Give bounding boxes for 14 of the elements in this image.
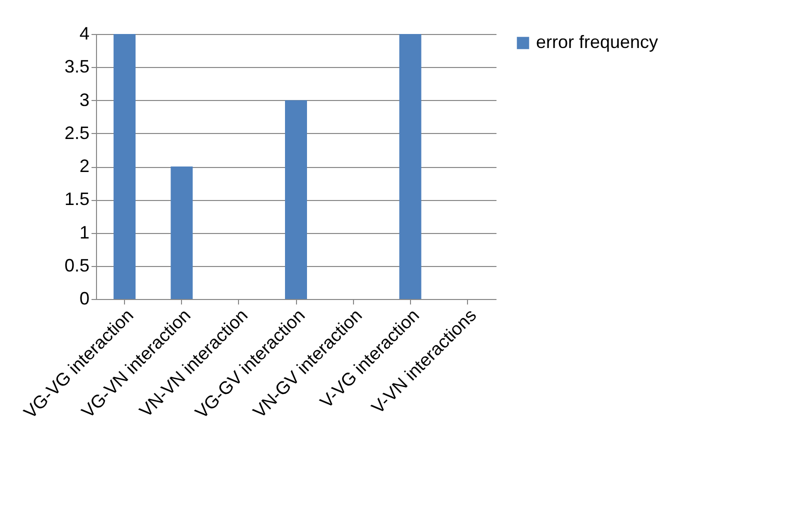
bar bbox=[399, 34, 422, 299]
y-tick-label: 3.5 bbox=[64, 56, 90, 77]
y-tick-label: 0 bbox=[79, 288, 90, 308]
y-tick-label: 1 bbox=[79, 222, 90, 242]
y-tick-label: 0.5 bbox=[64, 255, 90, 276]
y-tick-label: 3 bbox=[79, 90, 90, 110]
bar bbox=[285, 100, 307, 299]
y-tick-label: 2.5 bbox=[64, 122, 90, 143]
y-tick-label: 2 bbox=[79, 156, 90, 176]
y-tick-label: 1.5 bbox=[64, 189, 90, 210]
legend-label: error frequency bbox=[536, 32, 658, 52]
bar bbox=[170, 166, 193, 299]
y-tick-label: 4 bbox=[79, 24, 90, 44]
bar bbox=[114, 34, 136, 299]
